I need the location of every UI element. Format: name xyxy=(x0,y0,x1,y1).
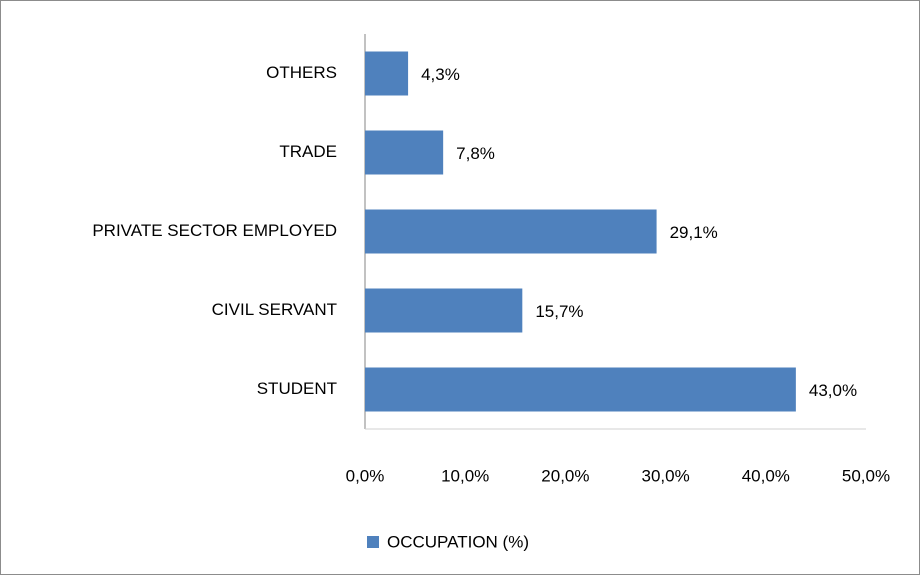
bar xyxy=(365,367,796,412)
value-label: 29,1% xyxy=(670,223,718,242)
bar xyxy=(365,130,444,175)
x-tick-label: 50,0% xyxy=(842,466,890,485)
x-tick-label: 40,0% xyxy=(742,466,790,485)
y-tick-label: STUDENT xyxy=(257,379,337,398)
value-label: 7,8% xyxy=(456,144,495,163)
y-tick-label: CIVIL SERVANT xyxy=(212,300,337,319)
legend-label: OCCUPATION (%) xyxy=(387,532,529,551)
y-tick-label: OTHERS xyxy=(266,63,337,82)
bar xyxy=(365,288,523,333)
x-tick-label: 0,0% xyxy=(346,466,385,485)
y-tick-label: PRIVATE SECTOR EMPLOYED xyxy=(92,221,337,240)
legend-swatch xyxy=(367,536,379,548)
x-tick-label: 20,0% xyxy=(541,466,589,485)
value-label: 4,3% xyxy=(421,65,460,84)
x-tick-label: 10,0% xyxy=(441,466,489,485)
bar xyxy=(365,209,657,254)
bar xyxy=(365,51,409,96)
y-tick-label: TRADE xyxy=(279,142,337,161)
x-tick-label: 30,0% xyxy=(641,466,689,485)
value-label: 15,7% xyxy=(535,302,583,321)
value-label: 43,0% xyxy=(809,381,857,400)
